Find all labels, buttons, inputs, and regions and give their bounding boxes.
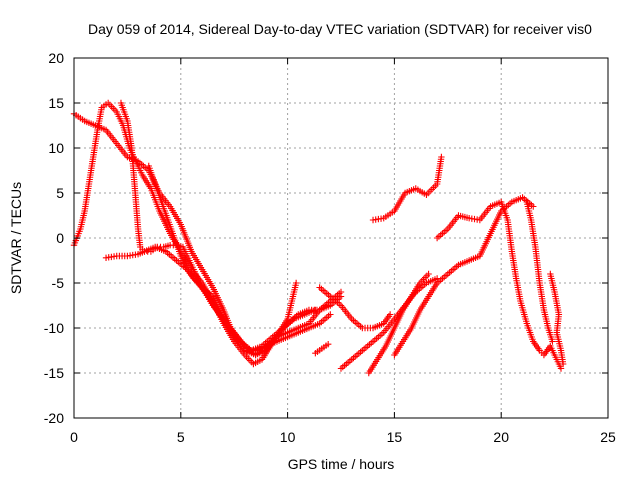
series-track-10	[391, 194, 537, 359]
y-tick-label: -10	[44, 320, 64, 336]
tick-labels: 0 5 10 15 20 25 -20 -15 -10 -5 0 5 10 15 20	[44, 50, 616, 445]
series-track-1	[70, 110, 345, 359]
y-axis-label: SDTVAR / TECUs	[8, 182, 24, 294]
series-track-6	[312, 341, 332, 357]
y-tick-label: -15	[44, 365, 64, 381]
x-tick-label: 0	[70, 429, 78, 445]
series-track-12	[433, 198, 565, 372]
y-tick-label: 10	[48, 140, 64, 156]
data-point	[292, 279, 300, 287]
data-point	[327, 311, 334, 318]
data-marks	[70, 99, 567, 377]
y-tick-label: 15	[48, 95, 64, 111]
series-track-11	[369, 153, 445, 224]
x-tick-label: 10	[280, 429, 296, 445]
y-tick-label: -5	[52, 275, 65, 291]
series-track-9	[365, 270, 432, 377]
series-track-13	[523, 198, 556, 345]
y-tick-label: 20	[48, 50, 64, 66]
data-point	[530, 203, 537, 210]
series-track-7	[316, 284, 394, 332]
y-tick-label: 0	[56, 230, 64, 246]
data-point	[438, 153, 445, 161]
data-point	[386, 311, 394, 318]
data-point	[549, 338, 556, 345]
grid	[74, 58, 608, 418]
x-tick-label: 25	[600, 429, 616, 445]
x-tick-label: 15	[387, 429, 403, 445]
x-tick-label: 5	[177, 429, 185, 445]
data-point	[559, 360, 567, 368]
y-tick-label: 5	[56, 185, 64, 201]
series-track-8	[337, 275, 441, 372]
data-point	[337, 288, 345, 296]
data-point	[557, 365, 565, 372]
data-point	[324, 341, 332, 348]
data-point	[312, 306, 319, 314]
x-tick-label: 20	[493, 429, 509, 445]
x-axis-label: GPS time / hours	[288, 456, 395, 472]
data-point	[425, 270, 432, 278]
chart-title: Day 059 of 2014, Sidereal Day-to-day VTE…	[88, 21, 592, 37]
series-track-14	[547, 270, 567, 368]
series-track-3	[102, 242, 345, 359]
series-track-5	[145, 162, 334, 354]
y-tick-label: -20	[44, 410, 64, 426]
